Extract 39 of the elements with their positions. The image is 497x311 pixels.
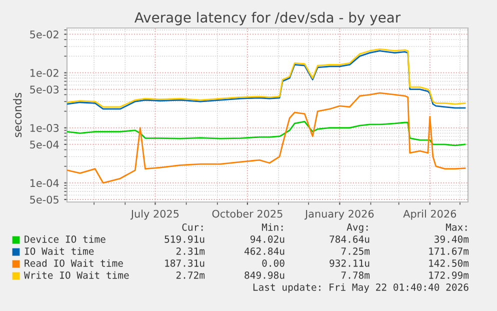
text: 932.11u bbox=[330, 259, 370, 267]
y-tick-label: 1e-04 bbox=[30, 179, 59, 188]
text: 171.67m bbox=[429, 247, 469, 255]
y-tick-label: 5e-03 bbox=[30, 86, 59, 94]
text: 0.00 bbox=[262, 259, 284, 267]
legend-label: IO Wait time bbox=[24, 247, 94, 255]
text: 2.31m bbox=[176, 247, 205, 255]
text: 187.31u bbox=[165, 259, 204, 267]
text: 849.98u bbox=[244, 271, 284, 279]
y-tick-label: 1e-03 bbox=[30, 124, 59, 132]
x-tick-label: July 2025 bbox=[130, 210, 179, 220]
text: 2.72m bbox=[176, 271, 205, 279]
y-tick-label: 5e-02 bbox=[30, 30, 58, 38]
legend-label: Device IO time bbox=[24, 235, 106, 243]
x-tick-label: April 2026 bbox=[403, 210, 456, 220]
text: Last update: Fri May 22 01:40:40 2026 bbox=[253, 283, 468, 293]
text: 7.78m bbox=[341, 271, 370, 279]
text: 462.84u bbox=[244, 247, 284, 255]
text: 39.40m bbox=[434, 235, 469, 243]
chart-title: Average latency for /dev/sda - by year bbox=[134, 12, 401, 26]
legend-label: Write IO Wait time bbox=[24, 271, 129, 279]
line-series bbox=[67, 120, 466, 146]
y-axis-title: seconds bbox=[13, 92, 22, 138]
text: Cur: bbox=[182, 223, 203, 231]
text: Avg: bbox=[346, 224, 368, 233]
text: 784.64u bbox=[330, 235, 370, 243]
y-tick-label: 1e-02 bbox=[30, 68, 58, 77]
text: 172.99m bbox=[429, 271, 469, 279]
text: 94.02u bbox=[250, 235, 284, 243]
text: Min: bbox=[262, 223, 283, 231]
text: 519.91u bbox=[164, 235, 204, 243]
legend-label: Read IO Wait time bbox=[24, 259, 123, 267]
text: Max: bbox=[446, 224, 467, 231]
y-tick-label: 5e-04 bbox=[30, 140, 59, 149]
x-tick-label: January 2026 bbox=[304, 210, 374, 220]
text: 7.25m bbox=[341, 247, 370, 255]
text: 142.50m bbox=[429, 259, 469, 267]
x-tick-label: October 2025 bbox=[212, 210, 282, 218]
y-tick-label: 5e-05 bbox=[30, 196, 58, 204]
